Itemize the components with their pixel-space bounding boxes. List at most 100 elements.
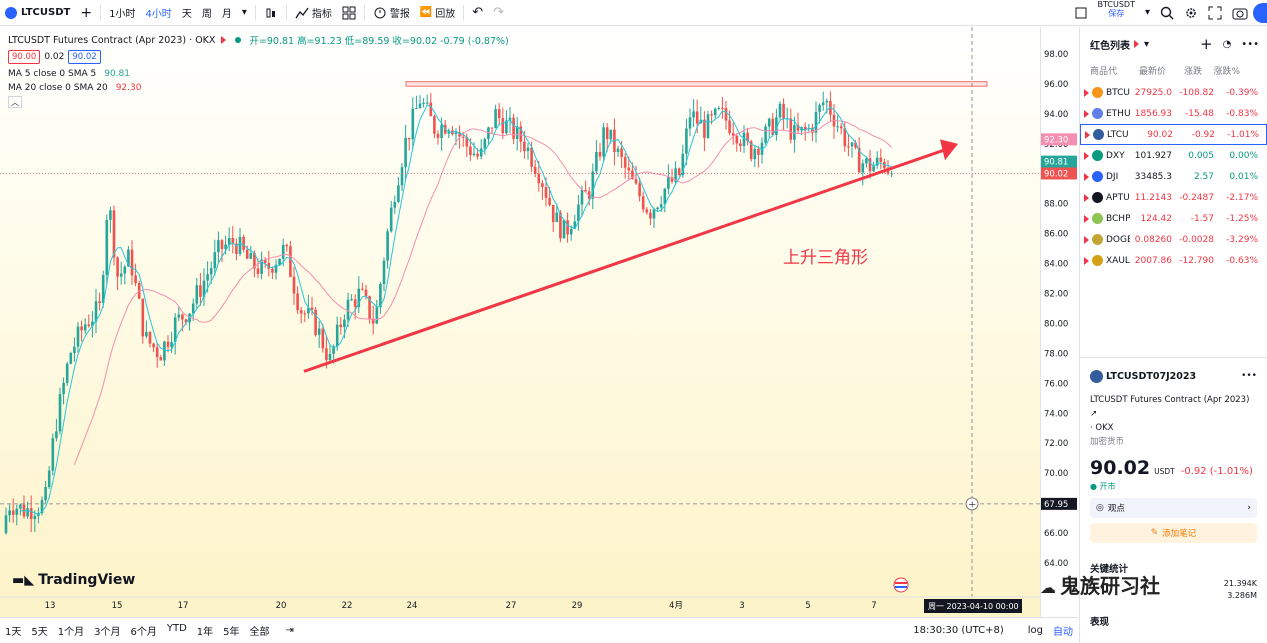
camera-icon[interactable] — [1227, 0, 1253, 26]
red-flag-icon[interactable] — [221, 36, 227, 44]
publish-button[interactable] — [1253, 0, 1267, 26]
symbol-search-button[interactable]: LTCUSDT — [0, 0, 75, 26]
legend-title[interactable]: LTCUSDT Futures Contract (Apr 2023) · OK… — [8, 34, 216, 46]
interval-month-button[interactable]: 月 — [221, 9, 232, 20]
symbol-logo-icon — [1092, 234, 1103, 245]
bid-price-box[interactable]: 90.00 — [8, 50, 41, 64]
interval-4h-button[interactable]: 4小时 — [145, 9, 172, 20]
watchlist-column-0[interactable]: 商品代 — [1090, 66, 1118, 77]
clock-label[interactable]: 18:30:30 (UTC+8) — [913, 625, 1004, 636]
layout-dropdown-icon[interactable]: ▾ — [1144, 7, 1150, 18]
candle-body — [544, 186, 548, 198]
legend-ohlc: 开=90.81 高=91.23 低=89.59 收=90.02 -0.79 (-… — [249, 36, 509, 47]
collapse-legend-icon[interactable]: ︿ — [8, 96, 22, 108]
interval-1h-button[interactable]: 1小时 — [109, 9, 136, 20]
indicators-icon — [295, 7, 309, 18]
candle-body — [695, 111, 699, 124]
ma5-label[interactable]: MA 5 close 0 SMA 5 — [8, 69, 97, 79]
chart-legend: LTCUSDT Futures Contract (Apr 2023) · OK… — [8, 33, 509, 109]
candle-body — [26, 508, 29, 517]
interval-dropdown-icon[interactable]: ▾ — [241, 7, 247, 18]
compare-add-button[interactable]: + — [80, 4, 93, 21]
watchlist-row[interactable]: LTCU 90.02 -0.92 -1.01% — [1080, 124, 1267, 145]
add-symbol-icon[interactable]: + — [1199, 35, 1213, 53]
candle-body — [231, 238, 235, 244]
candle-body — [757, 148, 760, 155]
range-button-3[interactable]: 3个月 — [94, 627, 121, 638]
goto-date-icon[interactable]: ⇥ — [285, 625, 294, 636]
candle-body — [285, 244, 289, 247]
candle-body — [235, 243, 238, 254]
watchlist-row[interactable]: APTU 11.2143 -0.2487 -2.17% — [1080, 187, 1267, 208]
alert-button[interactable]: 警报 — [368, 0, 415, 26]
candle-body — [868, 158, 872, 172]
candle-body — [101, 274, 105, 303]
auto-scale-button[interactable]: 自动 — [1053, 627, 1073, 638]
row-price: 0.08260 — [1134, 234, 1172, 245]
candle-body — [83, 324, 87, 331]
redo-icon[interactable]: ↷ — [493, 5, 505, 20]
ma5-value: 90.81 — [104, 69, 130, 79]
range-button-5[interactable]: YTD — [166, 623, 187, 634]
price-axis[interactable]: 98.0096.0094.0092.0090.0088.0086.0084.00… — [1040, 27, 1078, 617]
fullscreen-icon[interactable] — [1203, 0, 1227, 26]
range-button-1[interactable]: 5天 — [31, 627, 48, 638]
candle-body — [227, 238, 231, 245]
watchlist-row[interactable]: XAUL 2007.86 -12.790 -0.63% — [1080, 250, 1267, 271]
candle-body — [595, 151, 598, 172]
watchlist-row[interactable]: DOGE 0.08260 -0.0028 -3.29% — [1080, 229, 1267, 250]
watchlist-column-1[interactable]: 最新价 — [1138, 66, 1166, 77]
watchlist-column-2[interactable]: 涨跌 — [1183, 66, 1202, 77]
candle-type-icon[interactable] — [259, 0, 283, 26]
undo-icon[interactable]: ↶ — [472, 5, 484, 20]
watchlist-row[interactable]: BCHP 124.42 -1.57 -1.25% — [1080, 208, 1267, 229]
candle-body — [742, 132, 746, 147]
watchlist-dropdown-icon[interactable]: ▾ — [1144, 38, 1150, 50]
range-button-6[interactable]: 1年 — [196, 627, 214, 638]
layout-square-icon[interactable] — [1070, 0, 1092, 26]
search-icon[interactable] — [1155, 0, 1179, 26]
range-button-8[interactable]: 全部 — [249, 627, 270, 638]
candle-body — [116, 257, 119, 277]
details-exchange: · OKX — [1090, 423, 1114, 433]
interval-day-button[interactable]: 天 — [181, 9, 192, 20]
ma20-label[interactable]: MA 20 close 0 SMA 20 — [8, 83, 108, 93]
replay-button[interactable]: ⏪ 回放 — [415, 0, 460, 26]
watchlist-row[interactable]: DJI 33485.3 2.57 0.01% — [1080, 166, 1267, 187]
more-options-icon[interactable]: ••• — [1241, 38, 1259, 50]
details-symbol[interactable]: LTCUSDT07J2023 — [1106, 370, 1197, 382]
range-buttons: 1天 5天 1个月 3个月 6个月 YTD 1年 5年 全部 — [0, 623, 275, 638]
candle-body — [879, 157, 883, 163]
watchlist-row[interactable]: ETHU 1856.93 -15.48 -0.83% — [1080, 103, 1267, 124]
candle-body — [199, 285, 202, 297]
interval-week-button[interactable]: 周 — [201, 9, 212, 20]
watchlist-column-3[interactable]: 涨跌% — [1213, 66, 1240, 77]
indicators-button[interactable]: 指标 — [290, 0, 337, 26]
range-button-0[interactable]: 1天 — [5, 627, 22, 638]
candle-body — [638, 183, 641, 197]
range-button-7[interactable]: 5年 — [223, 627, 240, 638]
details-more-icon[interactable]: ••• — [1241, 371, 1257, 381]
ask-price-box[interactable]: 90.02 — [68, 50, 101, 64]
log-scale-button[interactable]: log — [1027, 625, 1043, 636]
candle-body — [386, 231, 389, 261]
watchlist-header: 商品代 最新价 涨跌 涨跌% — [1080, 61, 1267, 79]
watchlist-row[interactable]: DXY 101.927 0.005 0.00% — [1080, 145, 1267, 166]
chart-pane[interactable]: 上升三角形 +13 15 17 20 22 24 27 29 4月 3 5 7 周一 2023-04-10… — [0, 27, 1040, 617]
price-chart[interactable]: 上升三角形 +13 15 17 20 22 24 27 29 4月 3 5 7 周一 2023-04-10… — [0, 27, 1040, 617]
watchlist-row[interactable]: BTCU 27925.0 -108.82 -0.39% — [1080, 82, 1267, 103]
range-button-2[interactable]: 1个月 — [57, 627, 85, 638]
candle-body — [148, 331, 152, 344]
range-button-4[interactable]: 6个月 — [130, 627, 157, 638]
pie-chart-icon[interactable]: ◔ — [1222, 38, 1232, 50]
watchlist-title[interactable]: 红色列表 — [1090, 40, 1130, 52]
add-note-button[interactable]: ✎ 添加笔记 — [1090, 523, 1257, 543]
external-link-icon[interactable]: ↗ — [1090, 409, 1098, 419]
layout-save-button[interactable]: BTCUSDT 保存 — [1092, 0, 1139, 26]
price-tick-label: 80.00 — [1044, 319, 1068, 329]
tradingview-logo[interactable]: ▬◣ TradingView — [12, 572, 135, 588]
gear-icon[interactable] — [1179, 0, 1203, 26]
layouts-grid-icon[interactable] — [337, 0, 361, 26]
details-category[interactable]: 加密货币 — [1090, 437, 1125, 447]
ideas-row[interactable]: ◎ 观点 › — [1090, 498, 1257, 518]
